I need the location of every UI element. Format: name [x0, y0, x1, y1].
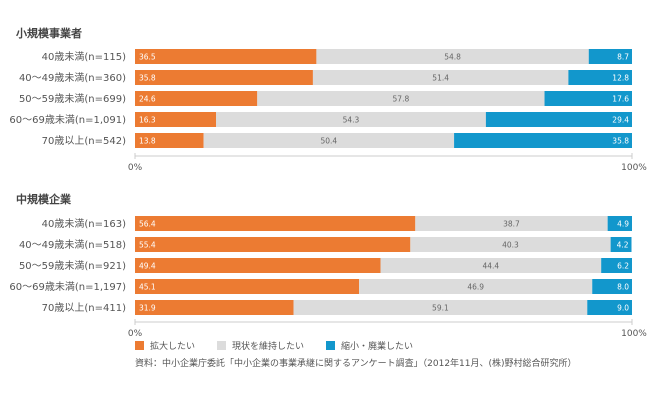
category-label: 60〜69歳未満(n=1,197): [9, 281, 126, 293]
data-label: 13.8: [139, 137, 156, 146]
x-tick-label: 0%: [128, 163, 143, 173]
data-label: 44.4: [483, 262, 500, 271]
bar-segment-expand: [135, 237, 411, 252]
bar-segment-shrink: [588, 49, 632, 64]
data-label: 4.9: [617, 220, 629, 229]
bar-segment-expand: [135, 70, 313, 85]
bar-segment-maintain: [410, 237, 611, 252]
bar-segment-maintain: [293, 300, 588, 315]
legend-swatch-maintain: [217, 341, 227, 350]
legend-swatch-expand: [135, 341, 144, 350]
bar-segment-expand: [135, 133, 204, 148]
legend-label-shrink: 縮小・廃業したい: [341, 342, 414, 352]
bar-segment-maintain: [312, 70, 569, 85]
data-label: 12.8: [612, 74, 629, 83]
category-label: 50〜59歳未満(n=699): [19, 93, 126, 105]
bar-segment-maintain: [359, 279, 593, 294]
bar-segment-expand: [135, 216, 416, 231]
bar-segment-shrink: [485, 112, 632, 127]
data-label: 57.8: [393, 95, 410, 104]
category-label: 50〜59歳未満(n=921): [19, 260, 126, 272]
bar-segment-maintain: [316, 49, 589, 64]
x-tick-label: 100%: [621, 329, 647, 339]
bar-segment-maintain: [257, 91, 545, 106]
data-label: 55.4: [139, 241, 156, 250]
legend-label-expand: 拡大したい: [150, 342, 196, 352]
data-label: 54.8: [444, 53, 461, 62]
bar-segment-maintain: [415, 216, 608, 231]
data-label: 51.4: [432, 74, 449, 83]
legend-item-expand: 拡大したい: [135, 339, 195, 352]
bar-segment-shrink: [568, 70, 632, 85]
data-label: 17.6: [612, 95, 629, 104]
legend-item-shrink: 縮小・廃業したい: [326, 339, 413, 352]
data-label: 4.2: [617, 241, 629, 250]
bar-segment-shrink: [454, 133, 632, 148]
category-label: 60〜69歳未満(n=1,091): [9, 114, 126, 126]
bar-segment-shrink: [610, 237, 632, 252]
bar-segment-shrink: [601, 258, 632, 273]
chart-title: 小規模事業者: [15, 26, 82, 40]
category-label: 40歳未満(n=163): [42, 218, 126, 230]
data-label: 54.3: [343, 116, 360, 125]
data-label: 56.4: [139, 220, 156, 229]
x-tick-label: 0%: [128, 329, 143, 339]
legend-item-maintain: 現状を維持したい: [217, 339, 304, 352]
data-label: 59.1: [432, 304, 449, 313]
data-label: 9.0: [617, 304, 629, 313]
data-label: 46.9: [467, 283, 484, 292]
data-label: 45.1: [139, 283, 156, 292]
source-note: 資料：中小企業庁委託「中小企業の事業承継に関するアンケート調査」（2012年11…: [135, 359, 577, 369]
bar-segment-shrink: [587, 300, 632, 315]
data-label: 35.8: [139, 74, 156, 83]
x-tick-label: 100%: [621, 163, 647, 173]
bar-segment-expand: [135, 49, 317, 64]
data-label: 40.3: [502, 241, 519, 250]
bar-segment-maintain: [203, 133, 455, 148]
legend-swatch-shrink: [326, 341, 336, 350]
bar-segment-shrink: [544, 91, 632, 106]
bar-segment-shrink: [607, 216, 632, 231]
data-label: 36.5: [139, 53, 156, 62]
data-label: 8.0: [617, 283, 629, 292]
data-label: 35.8: [612, 137, 629, 146]
bar-segment-shrink: [592, 279, 632, 294]
bar-segment-expand: [135, 258, 381, 273]
category-label: 70歳以上(n=411): [42, 302, 126, 314]
data-label: 31.9: [139, 304, 156, 313]
category-label: 70歳以上(n=542): [42, 135, 126, 147]
data-label: 29.4: [612, 116, 629, 125]
category-label: 40〜49歳未満(n=518): [19, 239, 126, 251]
category-label: 40歳未満(n=115): [42, 51, 126, 63]
data-label: 16.3: [139, 116, 156, 125]
data-label: 49.4: [139, 262, 156, 271]
bar-segment-expand: [135, 300, 294, 315]
legend-label-maintain: 現状を維持したい: [232, 342, 305, 352]
bar-segment-maintain: [216, 112, 486, 127]
data-label: 50.4: [320, 137, 337, 146]
bar-segment-expand: [135, 91, 258, 106]
data-label: 24.6: [139, 95, 156, 104]
bar-segment-expand: [135, 112, 217, 127]
data-label: 38.7: [503, 220, 520, 229]
data-label: 6.2: [617, 262, 629, 271]
bar-segment-maintain: [380, 258, 602, 273]
bar-segment-expand: [135, 279, 360, 294]
chart-title: 中規模企業: [16, 192, 72, 206]
legend: 拡大したい 現状を維持したい 縮小・廃業したい: [135, 339, 413, 352]
category-label: 40〜49歳未満(n=360): [19, 72, 126, 84]
data-label: 8.7: [617, 53, 629, 62]
